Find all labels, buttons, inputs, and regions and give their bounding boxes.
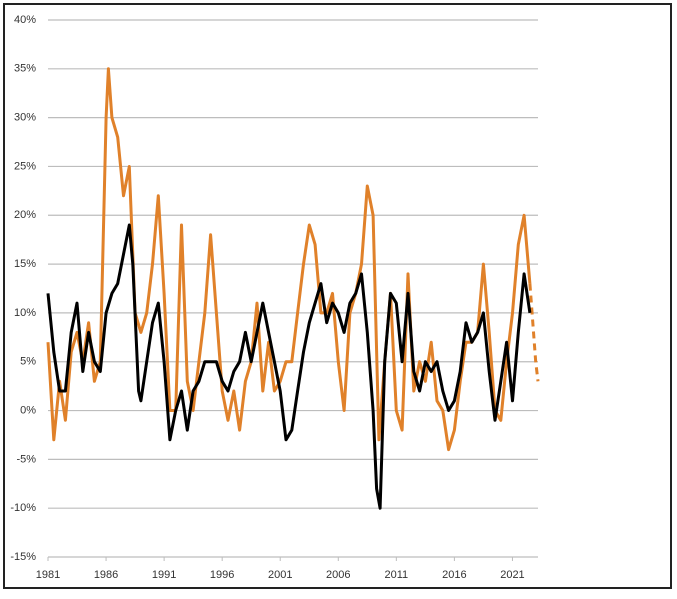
x-tick-label: 1996 [210, 569, 234, 581]
y-tick-label: 5% [20, 356, 36, 368]
y-tick-label: 10% [14, 307, 36, 319]
frame [3, 3, 672, 589]
y-tick-label: -10% [10, 502, 36, 514]
x-tick-label: 1981 [36, 569, 60, 581]
x-tick-label: 2001 [268, 569, 292, 581]
y-tick-label: 25% [14, 160, 36, 172]
x-tick-label: 1986 [94, 569, 118, 581]
x-tick-label: 2006 [326, 569, 350, 581]
y-tick-label: 40% [14, 14, 36, 26]
x-tick-label: 2021 [500, 569, 524, 581]
y-tick-label: 30% [14, 112, 36, 124]
series-line [528, 283, 540, 382]
series-line [46, 67, 532, 452]
x-tick-label: 2016 [442, 569, 466, 581]
y-tick-label: 0% [20, 404, 36, 416]
series-line [46, 223, 532, 510]
x-tick-label: 2011 [385, 569, 409, 581]
x-tick-label: 1991 [152, 569, 176, 581]
y-tick-label: -15% [10, 551, 36, 563]
y-tick-label: 35% [14, 63, 36, 75]
y-tick-label: 15% [14, 258, 36, 270]
y-tick-label: 20% [14, 209, 36, 221]
y-tick-label: -5% [16, 453, 36, 465]
